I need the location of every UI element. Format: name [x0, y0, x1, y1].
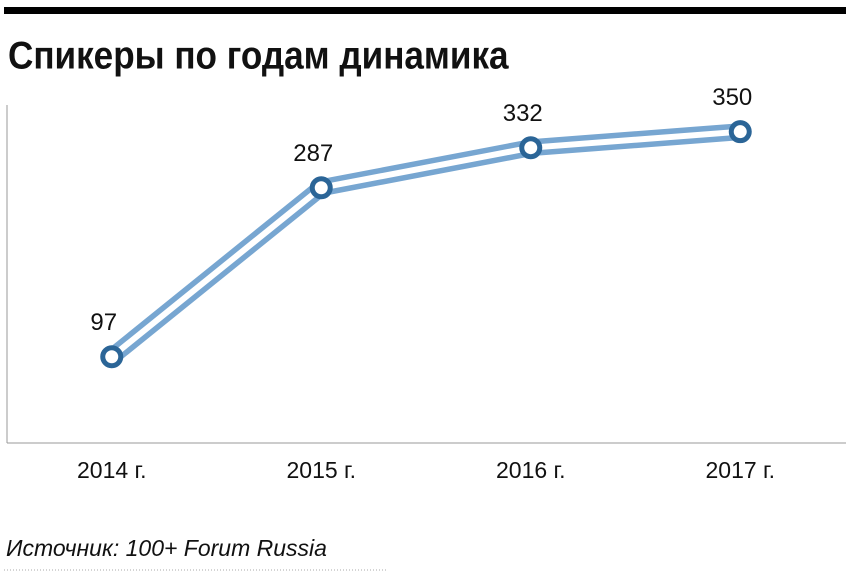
x-tick-label: 2017 г. [705, 457, 775, 483]
x-tick-label: 2015 г. [286, 457, 356, 483]
data-label: 287 [293, 140, 333, 167]
marker [519, 136, 543, 160]
chart-title: Спикеры по годам динамика [8, 33, 509, 77]
data-label: 332 [503, 100, 543, 127]
top-rule [4, 7, 846, 14]
data-label: 97 [90, 309, 117, 336]
x-tick-label: 2016 г. [496, 457, 566, 483]
marker [309, 176, 333, 200]
marker [100, 345, 124, 369]
source: Источник: 100+ Forum Russia [6, 535, 327, 561]
data-label: 350 [712, 84, 752, 111]
line-inner [109, 128, 741, 360]
x-tick-label: 2014 г. [77, 457, 147, 483]
marker [728, 120, 752, 144]
